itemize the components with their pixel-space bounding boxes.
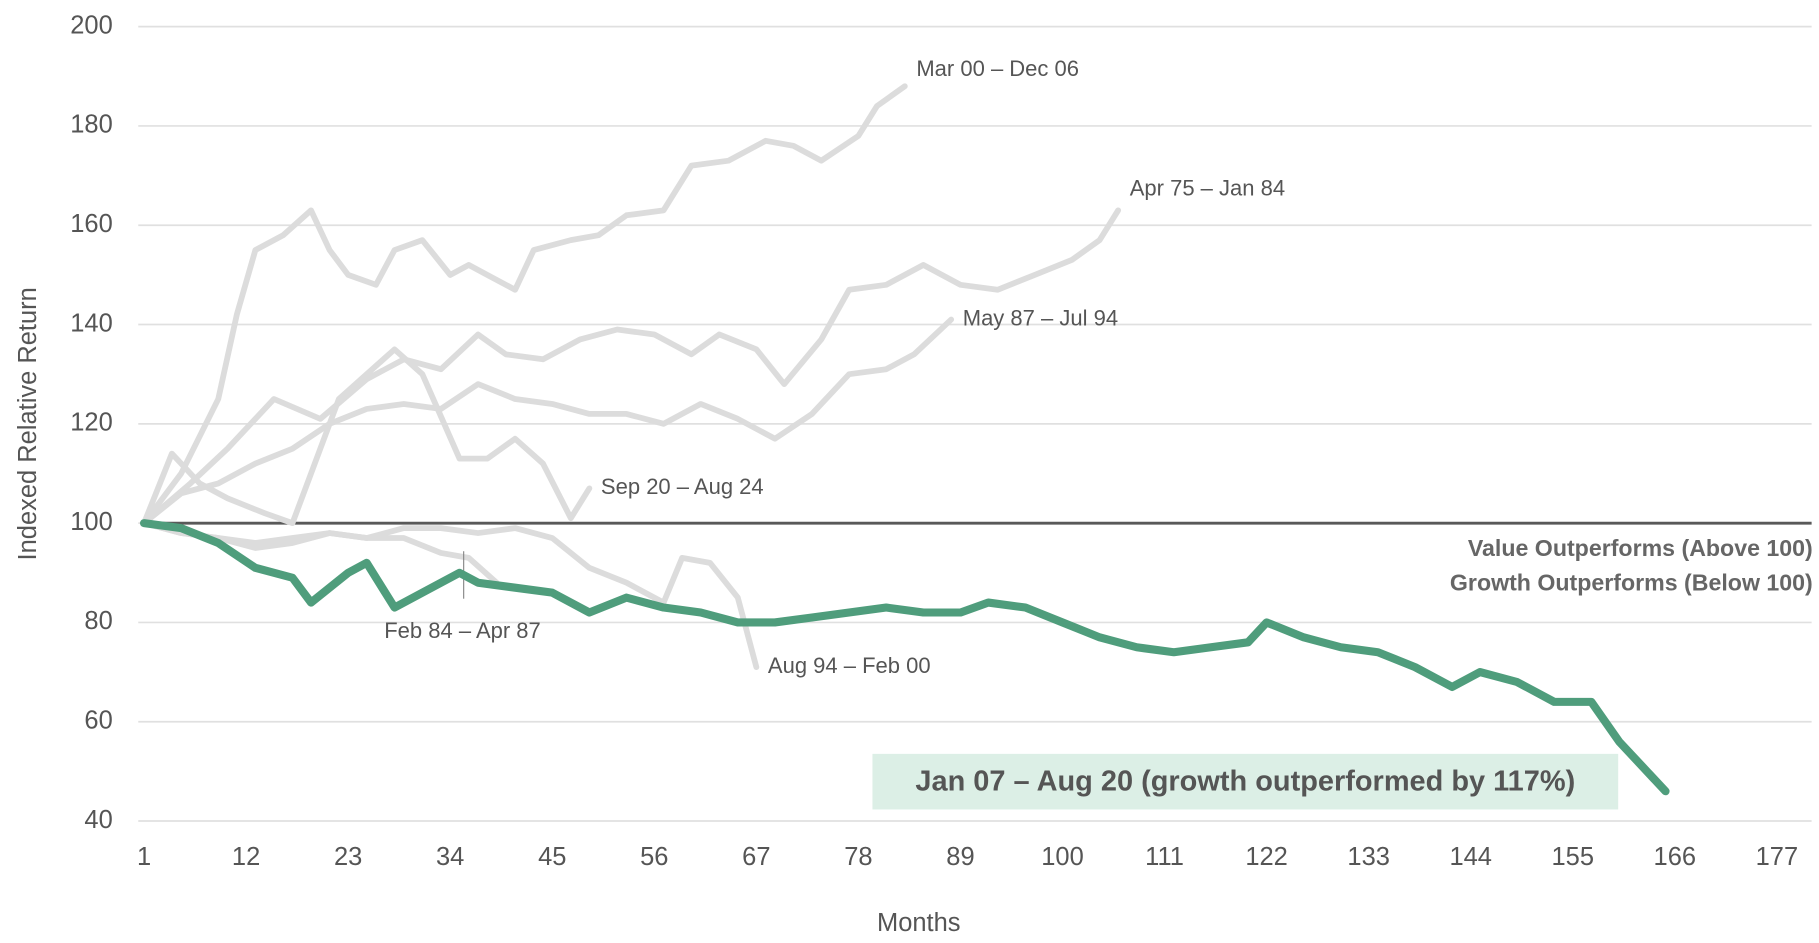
x-tick-label: 166 bbox=[1654, 843, 1697, 871]
x-tick-label: 144 bbox=[1449, 843, 1492, 871]
series-label: Jan 07 – Aug 20 (growth outperformed by … bbox=[915, 765, 1575, 797]
y-tick-label: 60 bbox=[84, 706, 112, 734]
y-tick-label: 180 bbox=[70, 111, 113, 139]
x-tick-label: 12 bbox=[232, 843, 260, 871]
series-label: Apr 75 – Jan 84 bbox=[1130, 175, 1285, 200]
y-tick-label: 160 bbox=[70, 210, 113, 238]
series-line bbox=[141, 520, 760, 671]
series-label: Sep 20 – Aug 24 bbox=[601, 474, 764, 499]
reference-label: Value Outperforms (Above 100) bbox=[1468, 535, 1813, 561]
series-label: Feb 84 – Apr 87 bbox=[384, 618, 541, 643]
series-label: May 87 – Jul 94 bbox=[963, 305, 1118, 330]
x-tick-label: 56 bbox=[640, 843, 668, 871]
x-tick-label: 34 bbox=[436, 843, 464, 871]
x-tick-label: 78 bbox=[844, 843, 872, 871]
x-tick-label: 67 bbox=[742, 843, 770, 871]
series-label: Aug 94 – Feb 00 bbox=[768, 653, 931, 678]
y-tick-label: 100 bbox=[70, 508, 113, 536]
y-axis-label: Indexed Relative Return bbox=[14, 287, 42, 560]
x-tick-label: 133 bbox=[1347, 843, 1390, 871]
y-tick-label: 140 bbox=[70, 309, 113, 337]
x-tick-label: 100 bbox=[1041, 843, 1084, 871]
series-line bbox=[141, 346, 593, 527]
annotation-box bbox=[872, 753, 1619, 810]
x-tick-label: 177 bbox=[1756, 843, 1799, 871]
x-tick-label: 89 bbox=[946, 843, 974, 871]
y-tick-label: 120 bbox=[70, 409, 113, 437]
x-tick-label: 155 bbox=[1552, 843, 1595, 871]
x-tick-label: 122 bbox=[1245, 843, 1288, 871]
series-line bbox=[141, 316, 955, 527]
x-tick-label: 1 bbox=[137, 843, 151, 871]
x-tick-label: 23 bbox=[334, 843, 362, 871]
y-tick-label: 80 bbox=[84, 607, 112, 635]
series-line bbox=[141, 83, 908, 527]
y-tick-label: 200 bbox=[70, 11, 113, 39]
series-label: Mar 00 – Dec 06 bbox=[916, 56, 1079, 81]
x-tick-label: 45 bbox=[538, 843, 566, 871]
series-line bbox=[139, 519, 1670, 796]
x-axis-label: Months bbox=[877, 909, 961, 937]
x-tick-label: 111 bbox=[1145, 843, 1184, 871]
reference-label: Growth Outperforms (Below 100) bbox=[1450, 570, 1813, 596]
y-tick-label: 40 bbox=[84, 806, 112, 834]
series-line bbox=[141, 207, 1122, 527]
